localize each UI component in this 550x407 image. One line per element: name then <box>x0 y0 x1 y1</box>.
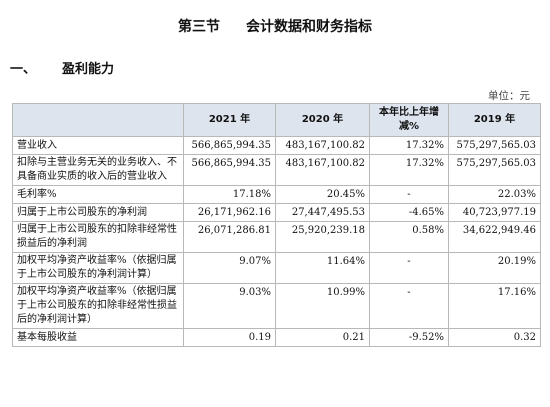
page-title: 第三节 会计数据和财务指标 <box>0 16 550 36</box>
value-cell: 575,297,565.03 <box>448 136 541 155</box>
value-cell: 22.03% <box>448 185 541 204</box>
table-row: 加权平均净资产收益率%（依据归属于上市公司股东的净利润计算） 9.07% 11.64… <box>12 252 541 284</box>
row-label: 归属于上市公司股东的净利润 <box>12 203 184 222</box>
row-label: 加权平均净资产收益率%（依据归属于上市公司股东的净利润计算） <box>12 252 184 284</box>
value-cell: 27,447,495.53 <box>275 203 370 222</box>
value-cell: 483,167,100.82 <box>275 154 370 186</box>
value-cell: 0.32 <box>448 328 541 347</box>
section-title: 盈利能力 <box>62 62 115 77</box>
unit-label: 单位：元 <box>488 90 530 102</box>
value-cell: - <box>369 252 449 284</box>
row-label: 毛利率% <box>12 185 184 204</box>
table-row: 毛利率% 17.18% 20.45% -22.03% <box>12 185 541 204</box>
value-cell: 566,865,994.35 <box>183 136 276 155</box>
value-cell: 9.07% <box>183 252 276 284</box>
table-row: 扣除与主营业务无关的业务收入、不具备商业实质的收入后的营业收入 566,865,9… <box>12 154 541 186</box>
header-cell: 本年比上年增减% <box>369 103 449 137</box>
value-cell: 9.03% <box>183 283 276 329</box>
value-cell: 0.19 <box>183 328 276 347</box>
value-cell: 40,723,977.19 <box>448 203 541 222</box>
header-cell: 2021 年 <box>183 103 276 137</box>
value-cell: 17.16% <box>448 283 541 329</box>
part-title: 会计数据和财务指标 <box>246 19 372 35</box>
value-cell: 34,622,949.46 <box>448 221 541 253</box>
table-row: 基本每股收益 0.19 0.21 -9.52% 0.32 <box>12 328 541 347</box>
row-label: 基本每股收益 <box>12 328 184 347</box>
row-label: 扣除与主营业务无关的业务收入、不具备商业实质的收入后的营业收入 <box>12 154 184 186</box>
value-cell: 25,920,239.18 <box>275 221 370 253</box>
table-header-row: 2021 年 2020 年 本年比上年增减% 2019 年 <box>12 103 541 137</box>
financial-table: 2021 年 2020 年 本年比上年增减% 2019 年 营业收入 566,86… <box>12 103 541 347</box>
header-cell: 2020 年 <box>275 103 370 137</box>
row-label: 营业收入 <box>12 136 184 155</box>
value-cell: 20.45% <box>275 185 370 204</box>
value-cell: 575,297,565.03 <box>448 154 541 186</box>
section-heading: 一、 盈利能力 <box>10 58 114 77</box>
table-row: 营业收入 566,865,994.35 483,167,100.82 17.32% 57… <box>12 136 541 155</box>
table-row: 归属于上市公司股东的扣除非经常性损益后的净利润 26,071,286.81 25,9… <box>12 221 541 253</box>
value-cell: 11.64% <box>275 252 370 284</box>
value-cell: 17.32% <box>369 154 449 186</box>
row-label: 加权平均净资产收益率%（依据归属于上市公司股东的扣除非经常性损益后的净利润计算） <box>12 283 184 329</box>
value-cell: 10.99% <box>275 283 370 329</box>
value-cell: - <box>369 283 449 329</box>
value-cell: - <box>369 185 449 204</box>
value-cell: 20.19% <box>448 252 541 284</box>
value-cell: -9.52% <box>369 328 449 347</box>
table-row: 归属于上市公司股东的净利润 26,171,962.16 27,447,495.53-… <box>12 203 541 222</box>
part-label: 第三节 <box>178 19 220 35</box>
table-row: 加权平均净资产收益率%（依据归属于上市公司股东的扣除非经常性损益后的净利润计算）… <box>12 283 541 329</box>
value-cell: 0.21 <box>275 328 370 347</box>
value-cell: 17.18% <box>183 185 276 204</box>
header-cell: 2019 年 <box>448 103 541 137</box>
value-cell: 26,171,962.16 <box>183 203 276 222</box>
value-cell: -4.65% <box>369 203 449 222</box>
row-label: 归属于上市公司股东的扣除非经常性损益后的净利润 <box>12 221 184 253</box>
value-cell: 566,865,994.35 <box>183 154 276 186</box>
section-number: 一、 <box>10 62 37 77</box>
value-cell: 26,071,286.81 <box>183 221 276 253</box>
value-cell: 483,167,100.82 <box>275 136 370 155</box>
header-cell <box>12 103 184 137</box>
value-cell: 17.32% <box>369 136 449 155</box>
value-cell: 0.58% <box>369 221 449 253</box>
